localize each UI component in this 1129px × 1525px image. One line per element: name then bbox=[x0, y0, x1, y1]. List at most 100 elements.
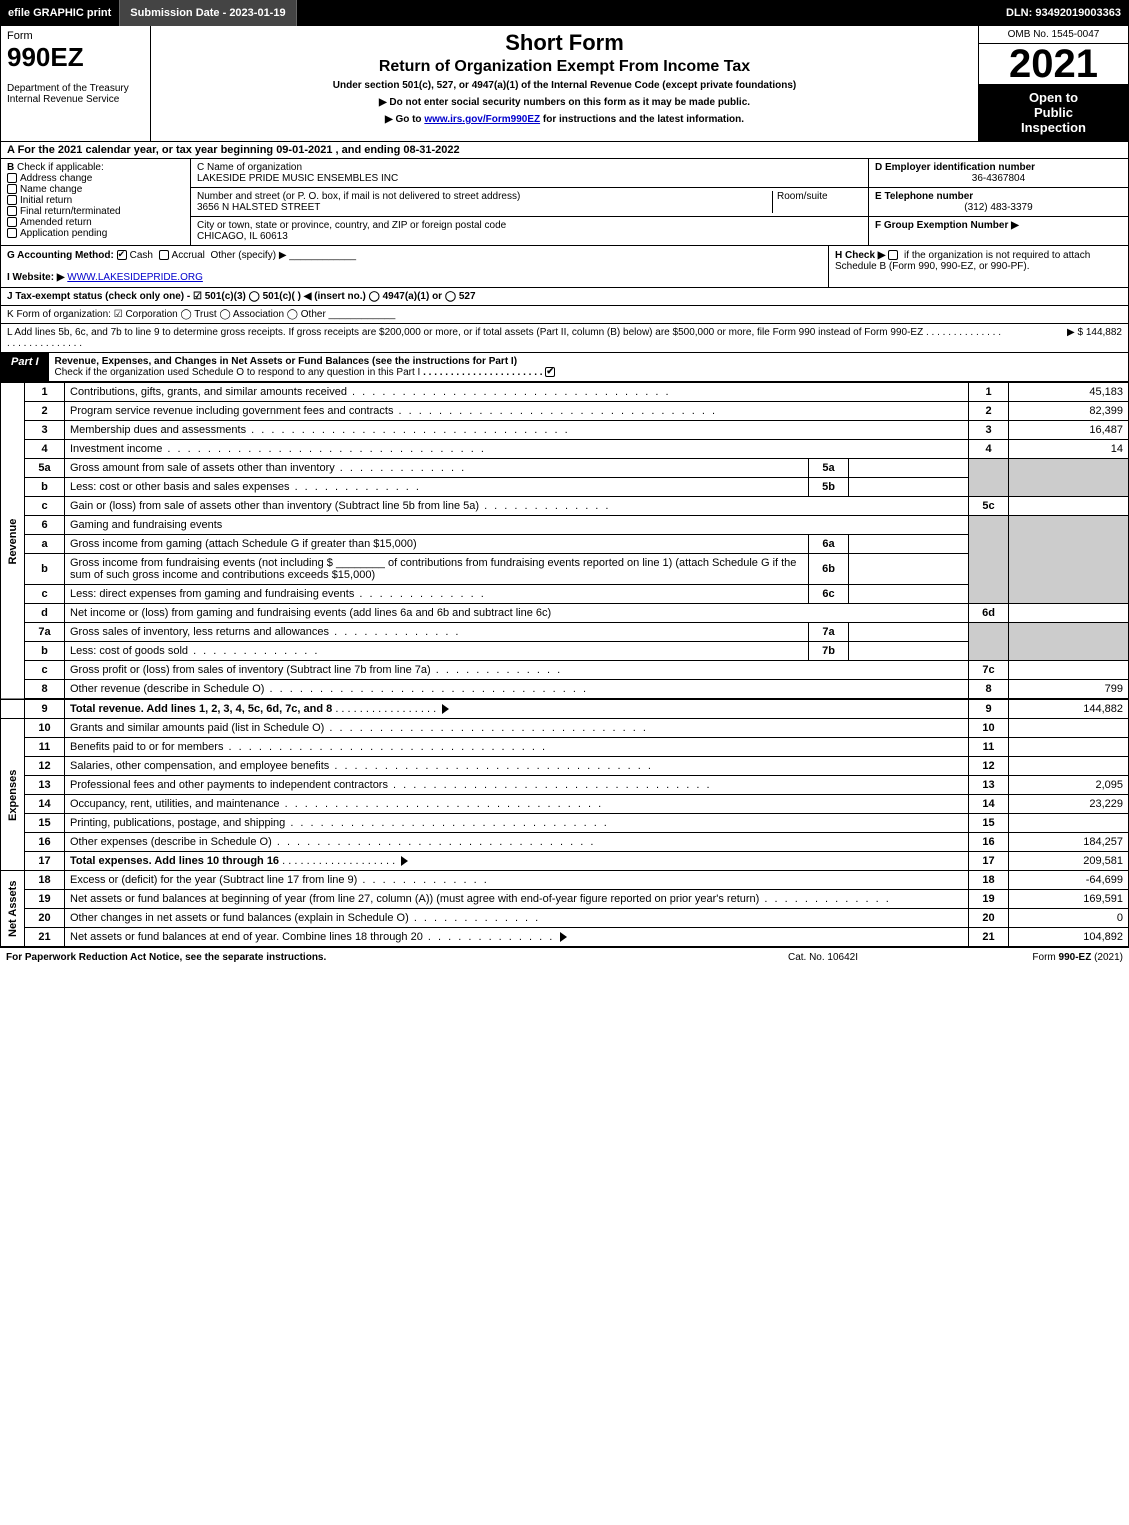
l7b-mn: 7b bbox=[809, 642, 849, 661]
l7c-val bbox=[1009, 661, 1129, 680]
l11-text: Benefits paid to or for members bbox=[70, 741, 547, 753]
col-c: C Name of organization LAKESIDE PRIDE MU… bbox=[191, 159, 868, 245]
l-text: L Add lines 5b, 6c, and 7b to line 9 to … bbox=[7, 327, 923, 338]
l12-num: 12 bbox=[25, 757, 65, 776]
i-label: I Website: ▶ bbox=[7, 272, 65, 283]
d-ein: 36-4367804 bbox=[875, 173, 1122, 184]
tax-year: 2021 bbox=[979, 44, 1128, 84]
g-other: Other (specify) ▶ bbox=[210, 250, 286, 261]
form-word: Form bbox=[7, 30, 144, 42]
header-right: OMB No. 1545-0047 2021 Open to Public In… bbox=[978, 26, 1128, 141]
l6a-text: Gross income from gaming (attach Schedul… bbox=[65, 535, 809, 554]
l21-num: 21 bbox=[25, 928, 65, 947]
chk-schedule-o[interactable] bbox=[545, 367, 555, 377]
chk-amended-return[interactable] bbox=[7, 217, 17, 227]
opt-initial-return: Initial return bbox=[20, 195, 72, 206]
chk-initial-return[interactable] bbox=[7, 195, 17, 205]
b-hint: Check if applicable: bbox=[17, 162, 104, 173]
l14-text: Occupancy, rent, utilities, and maintena… bbox=[70, 798, 603, 810]
l15-num: 15 bbox=[25, 814, 65, 833]
line-6: 6 Gaming and fundraising events bbox=[1, 516, 1129, 535]
l5c-num: c bbox=[25, 497, 65, 516]
c-org-name: LAKESIDE PRIDE MUSIC ENSEMBLES INC bbox=[197, 173, 398, 184]
website-link[interactable]: WWW.LAKESIDEPRIDE.ORG bbox=[67, 272, 203, 283]
l7a-mv bbox=[849, 623, 969, 642]
c-city-val: CHICAGO, IL 60613 bbox=[197, 231, 288, 242]
line-17: 17 Total expenses. Add lines 10 through … bbox=[1, 852, 1129, 871]
j-text: J Tax-exempt status (check only one) - ☑… bbox=[7, 291, 476, 302]
opt-final-return: Final return/terminated bbox=[20, 206, 121, 217]
l11-num: 11 bbox=[25, 738, 65, 757]
l18-val: -64,699 bbox=[1009, 871, 1129, 890]
l20-val: 0 bbox=[1009, 909, 1129, 928]
l15-val bbox=[1009, 814, 1129, 833]
line-9: 9 Total revenue. Add lines 1, 2, 3, 4, 5… bbox=[1, 699, 1129, 719]
chk-h[interactable] bbox=[888, 250, 898, 260]
line-7c: c Gross profit or (loss) from sales of i… bbox=[1, 661, 1129, 680]
footer-cat: Cat. No. 10642I bbox=[723, 952, 923, 963]
l3-num: 3 bbox=[25, 421, 65, 440]
line-15: 15 Printing, publications, postage, and … bbox=[1, 814, 1129, 833]
arrow-icon-21 bbox=[560, 932, 567, 942]
l12-text: Salaries, other compensation, and employ… bbox=[70, 760, 653, 772]
l19-val: 169,591 bbox=[1009, 890, 1129, 909]
line-7a: 7a Gross sales of inventory, less return… bbox=[1, 623, 1129, 642]
l7c-cn: 7c bbox=[969, 661, 1009, 680]
l9-cn: 9 bbox=[969, 699, 1009, 719]
l7b-num: b bbox=[25, 642, 65, 661]
c-room-label: Room/suite bbox=[777, 191, 828, 202]
g-cash: Cash bbox=[130, 250, 153, 261]
l19-text: Net assets or fund balances at beginning… bbox=[70, 893, 891, 905]
l5-shade bbox=[969, 459, 1009, 497]
l7-shade-v bbox=[1009, 623, 1129, 661]
inspection-line1: Open to bbox=[983, 90, 1124, 105]
line-6c: c Less: direct expenses from gaming and … bbox=[1, 585, 1129, 604]
row-a-tax-year: A For the 2021 calendar year, or tax yea… bbox=[0, 142, 1129, 159]
h-label: H Check ▶ bbox=[835, 250, 888, 261]
l17-val: 209,581 bbox=[1009, 852, 1129, 871]
revenue-side-label: Revenue bbox=[1, 383, 25, 700]
row-gh: G Accounting Method: Cash Accrual Other … bbox=[0, 245, 1129, 288]
l20-num: 20 bbox=[25, 909, 65, 928]
row-j: J Tax-exempt status (check only one) - ☑… bbox=[0, 288, 1129, 306]
l17-cn: 17 bbox=[969, 852, 1009, 871]
l4-num: 4 bbox=[25, 440, 65, 459]
inspection-line2: Public bbox=[983, 105, 1124, 120]
part1-sub: Check if the organization used Schedule … bbox=[55, 367, 421, 378]
efile-print-label[interactable]: efile GRAPHIC print bbox=[0, 0, 119, 26]
chk-final-return[interactable] bbox=[7, 206, 17, 216]
l7a-mn: 7a bbox=[809, 623, 849, 642]
footer-right-bold: 990-EZ bbox=[1059, 952, 1092, 963]
lines-table: Revenue 1 Contributions, gifts, grants, … bbox=[0, 382, 1129, 947]
l1-val: 45,183 bbox=[1009, 383, 1129, 402]
l13-val: 2,095 bbox=[1009, 776, 1129, 795]
c-name-label: C Name of organization bbox=[197, 162, 302, 173]
form-number: 990EZ bbox=[7, 42, 144, 73]
l5a-text: Gross amount from sale of assets other t… bbox=[70, 462, 466, 474]
l6b-text: Gross income from fundraising events (no… bbox=[65, 554, 809, 585]
d-label: D Employer identification number bbox=[875, 162, 1035, 173]
l21-text: Net assets or fund balances at end of ye… bbox=[70, 931, 554, 943]
chk-cash[interactable] bbox=[117, 250, 127, 260]
line-1: Revenue 1 Contributions, gifts, grants, … bbox=[1, 383, 1129, 402]
chk-application-pending[interactable] bbox=[7, 228, 17, 238]
chk-accrual[interactable] bbox=[159, 250, 169, 260]
line-21: 21 Net assets or fund balances at end of… bbox=[1, 928, 1129, 947]
opt-application-pending: Application pending bbox=[20, 228, 107, 239]
chk-address-change[interactable] bbox=[7, 173, 17, 183]
line-11: 11 Benefits paid to or for members 11 bbox=[1, 738, 1129, 757]
l5c-val bbox=[1009, 497, 1129, 516]
arrow-icon bbox=[442, 704, 449, 714]
line-4: 4 Investment income 4 14 bbox=[1, 440, 1129, 459]
col-def: D Employer identification number 36-4367… bbox=[868, 159, 1128, 245]
chk-name-change[interactable] bbox=[7, 184, 17, 194]
irs-link[interactable]: www.irs.gov/Form990EZ bbox=[424, 114, 540, 125]
l5a-mv bbox=[849, 459, 969, 478]
part1-label: Part I bbox=[1, 353, 49, 381]
l3-cn: 3 bbox=[969, 421, 1009, 440]
header-left: Form 990EZ Department of the Treasury In… bbox=[1, 26, 151, 141]
l10-val bbox=[1009, 719, 1129, 738]
l21-cn: 21 bbox=[969, 928, 1009, 947]
row-l: L Add lines 5b, 6c, and 7b to line 9 to … bbox=[0, 324, 1129, 353]
c-street-label: Number and street (or P. O. box, if mail… bbox=[197, 191, 520, 202]
